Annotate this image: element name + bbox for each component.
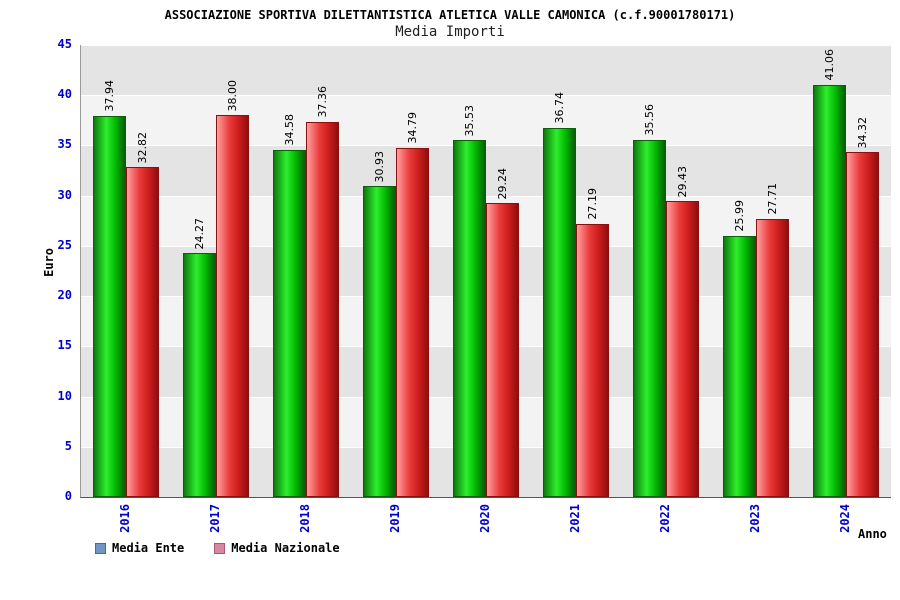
bar-value-label: 32.82	[135, 131, 149, 164]
bar-media-ente-2022	[633, 139, 666, 497]
y-tick-label: 40	[57, 87, 72, 102]
bar-media-nazionale-2016	[126, 167, 159, 497]
bar-media-ente-2023	[723, 235, 756, 497]
gridline	[81, 195, 891, 197]
chart-subtitle: Media Importi	[395, 24, 505, 40]
legend-swatch	[214, 542, 226, 554]
bar-media-nazionale-2024	[846, 152, 879, 497]
x-tick-label: 2016	[118, 504, 132, 533]
bar-value-label: 35.53	[462, 104, 476, 137]
bar-value-label: 36.74	[552, 92, 566, 124]
bar-media-ente-2017	[183, 253, 216, 497]
x-tick-label: 2020	[478, 504, 492, 533]
y-tick-label: 10	[57, 388, 72, 403]
y-axis-title: Euro	[42, 248, 56, 277]
x-tick-label: 2024	[838, 504, 852, 533]
legend-label: Media Ente	[112, 541, 185, 555]
bar-value-label: 41.06	[822, 49, 836, 81]
y-tick-label: 15	[57, 338, 72, 353]
bar-media-nazionale-2018	[306, 121, 339, 497]
y-tick-label: 45	[57, 37, 72, 51]
bar-media-nazionale-2023	[756, 218, 789, 497]
bar-media-ente-2019	[363, 186, 396, 497]
bar-media-nazionale-2020	[486, 203, 519, 497]
gridline	[81, 45, 891, 46]
bar-value-label: 37.36	[315, 86, 329, 118]
bar-value-label: 38.00	[225, 79, 239, 112]
x-tick-label: 2017	[208, 504, 222, 533]
bar-value-label: 27.19	[585, 188, 599, 220]
legend: Media Ente Media Nazionale	[95, 541, 340, 555]
x-tick-label: 2018	[298, 504, 312, 533]
y-tick-label: 0	[64, 489, 72, 503]
bar-value-label: 34.32	[855, 116, 869, 149]
bar-value-label: 37.94	[102, 80, 116, 112]
chart-title: ASSOCIAZIONE SPORTIVA DILETTANTISTICA AT…	[164, 8, 736, 22]
bar-media-ente-2021	[543, 127, 576, 497]
bar-media-nazionale-2019	[396, 147, 429, 497]
bar-value-label: 24.27	[192, 217, 206, 250]
bar-value-label: 25.99	[732, 200, 746, 232]
x-tick-label: 2019	[388, 504, 402, 533]
x-tick-label: 2021	[568, 504, 582, 533]
y-tick-label: 20	[57, 288, 72, 303]
y-tick-label: 35	[57, 137, 72, 152]
bar-value-label: 29.43	[675, 165, 689, 198]
legend-swatch	[95, 542, 106, 554]
x-tick-label: 2023	[748, 504, 762, 533]
x-tick-label: 2022	[658, 504, 672, 533]
y-tick-label: 30	[57, 187, 72, 202]
bar-media-ente-2024	[813, 84, 846, 497]
bar-media-nazionale-2021	[576, 223, 609, 497]
y-tick-label: 5	[64, 438, 72, 453]
bar-media-ente-2020	[453, 140, 486, 497]
bar-value-label: 27.71	[765, 183, 779, 215]
plot-band	[81, 45, 891, 96]
legend-label: Media Nazionale	[231, 541, 340, 555]
bar-value-label: 29.24	[495, 167, 509, 200]
y-tick-label: 25	[57, 237, 72, 252]
bar-value-label: 30.93	[372, 150, 386, 183]
bar-media-nazionale-2022	[666, 201, 699, 497]
bar-value-label: 35.56	[642, 104, 656, 136]
legend-item: Media Ente	[95, 541, 184, 555]
gridline	[81, 145, 891, 147]
bar-value-label: 34.79	[405, 112, 419, 144]
bar-media-ente-2018	[273, 149, 306, 497]
legend-item: Media Nazionale	[214, 541, 340, 555]
plot-band	[81, 95, 891, 146]
plot-area: 37.94 24.27 34.58 30.93 35.53 36.74 35.56 25.99…	[80, 45, 891, 498]
bar-media-nazionale-2017	[216, 115, 249, 497]
gridline	[81, 95, 891, 97]
bar-media-ente-2016	[93, 115, 126, 497]
x-axis-title: Anno	[858, 527, 887, 541]
bar-value-label: 34.58	[282, 114, 296, 146]
